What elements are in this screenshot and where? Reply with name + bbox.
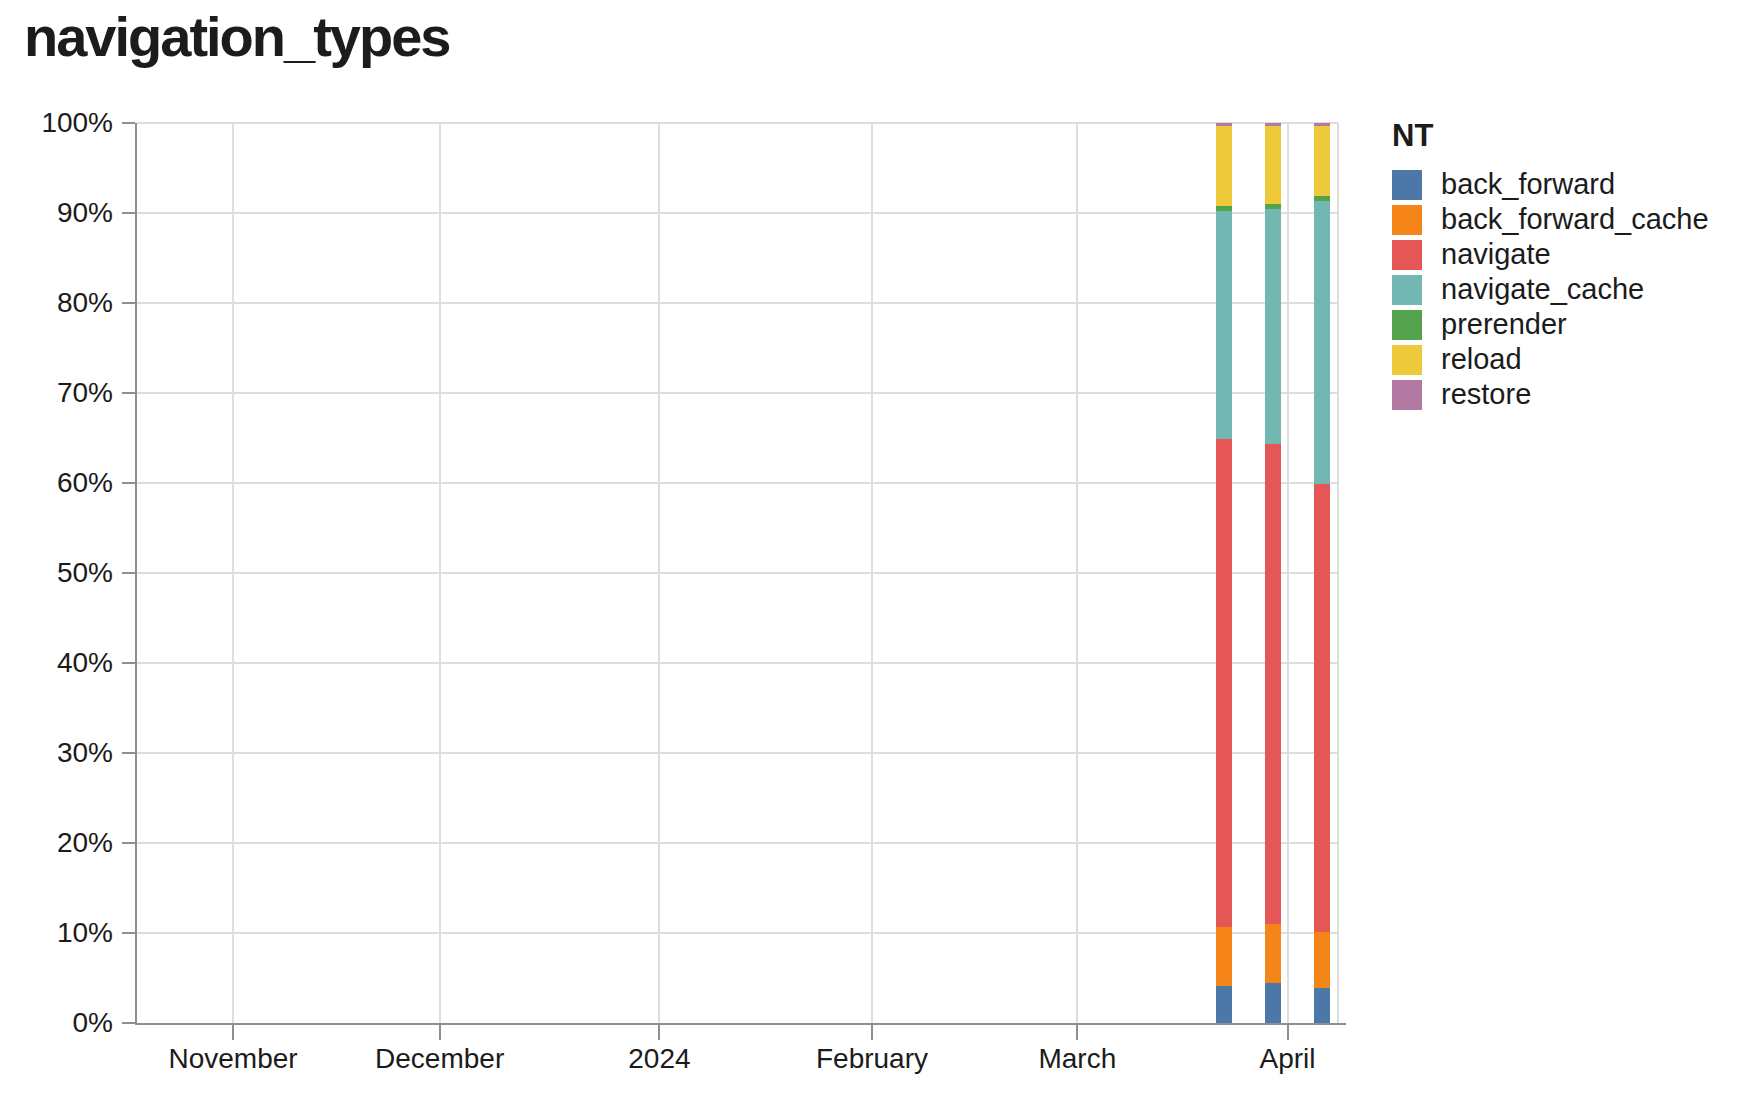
legend-items: back_forward back_forward_cache navigate na… (1392, 170, 1709, 410)
bar-segment-navigate (1314, 484, 1330, 932)
restore-swatch (1392, 380, 1422, 410)
y-tick (122, 122, 135, 124)
bar-segment-navigate_cache (1216, 211, 1232, 439)
y-gridline (137, 932, 1338, 934)
y-tick-label: 40% (0, 649, 113, 677)
y-tick (122, 932, 135, 934)
bar-segment-back_forward_cache (1314, 932, 1330, 988)
x-tick (1076, 1025, 1078, 1040)
y-axis-line (135, 123, 137, 1025)
legend-item-label: navigate_cache (1441, 275, 1644, 304)
legend-item-label: navigate (1441, 240, 1551, 269)
bar-segment-reload (1216, 126, 1232, 206)
legend-item: back_forward_cache (1392, 205, 1709, 235)
y-tick-label: 70% (0, 379, 113, 407)
legend-item: reload (1392, 345, 1709, 375)
chart-canvas: navigation_types 100%90%80%70%60%50%40%3… (0, 0, 1738, 1108)
y-tick-label: 0% (0, 1009, 113, 1037)
bar-segment-back_forward_cache (1265, 924, 1281, 983)
x-tick-label: November (168, 1045, 297, 1073)
y-gridline (137, 482, 1338, 484)
x-tick-label: December (375, 1045, 504, 1073)
y-tick (122, 302, 135, 304)
y-tick (122, 482, 135, 484)
navigate_cache-swatch (1392, 275, 1422, 305)
y-gridline (137, 752, 1338, 754)
x-tick (232, 1025, 234, 1040)
y-tick-label: 10% (0, 919, 113, 947)
x-tick-label: 2024 (628, 1045, 690, 1073)
legend-item-label: back_forward (1441, 170, 1615, 199)
prerender-swatch (1392, 310, 1422, 340)
x-gridline (658, 123, 660, 1023)
y-gridline (137, 212, 1338, 214)
legend-item-label: back_forward_cache (1441, 205, 1709, 234)
bar-segment-navigate (1265, 444, 1281, 924)
stacked-bar (1265, 123, 1281, 1023)
x-axis-line (135, 1023, 1346, 1025)
y-tick (122, 1022, 135, 1024)
x-gridline (1287, 123, 1289, 1023)
back_forward-swatch (1392, 170, 1422, 200)
back_forward_cache-swatch (1392, 205, 1422, 235)
legend-item: back_forward (1392, 170, 1709, 200)
x-tick (439, 1025, 441, 1040)
x-tick (1287, 1025, 1289, 1040)
y-tick-label: 30% (0, 739, 113, 767)
bar-segment-back_forward_cache (1216, 927, 1232, 986)
y-gridline (137, 842, 1338, 844)
y-gridline (137, 662, 1338, 664)
legend-item: restore (1392, 380, 1709, 410)
bar-segment-reload (1314, 126, 1330, 196)
x-tick-label: February (816, 1045, 928, 1073)
x-gridline (439, 123, 441, 1023)
legend-item: prerender (1392, 310, 1709, 340)
y-tick (122, 212, 135, 214)
y-tick-label: 20% (0, 829, 113, 857)
y-tick-label: 100% (0, 109, 113, 137)
bar-segment-reload (1265, 126, 1281, 204)
y-tick (122, 662, 135, 664)
y-tick (122, 752, 135, 754)
x-tick (871, 1025, 873, 1040)
y-gridline (137, 392, 1338, 394)
y-gridline (137, 572, 1338, 574)
x-gridline (232, 123, 234, 1023)
legend: NT back_forward back_forward_cachenavigat… (1392, 118, 1709, 415)
y-tick (122, 842, 135, 844)
bar-segment-back_forward (1265, 983, 1281, 1023)
legend-item-label: reload (1441, 345, 1522, 374)
stacked-bar (1216, 123, 1232, 1023)
y-tick-label: 90% (0, 199, 113, 227)
plot-right-gridline (1337, 123, 1339, 1023)
legend-item-label: restore (1441, 380, 1531, 409)
legend-title: NT (1392, 118, 1709, 154)
legend-item: navigate_cache (1392, 275, 1709, 305)
y-tick-label: 80% (0, 289, 113, 317)
reload-swatch (1392, 345, 1422, 375)
bar-segment-back_forward (1216, 986, 1232, 1023)
x-tick (658, 1025, 660, 1040)
bar-segment-navigate (1216, 439, 1232, 927)
legend-item: navigate (1392, 240, 1709, 270)
navigate-swatch (1392, 240, 1422, 270)
x-tick-label: April (1260, 1045, 1316, 1073)
x-gridline (871, 123, 873, 1023)
y-tick-label: 60% (0, 469, 113, 497)
y-tick (122, 572, 135, 574)
plot-area: 100%90%80%70%60%50%40%30%20%10%0%Novembe… (137, 123, 1338, 1023)
bar-segment-back_forward (1314, 988, 1330, 1023)
stacked-bar (1314, 123, 1330, 1023)
y-tick (122, 392, 135, 394)
x-gridline (1076, 123, 1078, 1023)
chart-title: navigation_types (24, 4, 449, 69)
y-gridline (137, 302, 1338, 304)
y-tick-label: 50% (0, 559, 113, 587)
legend-item-label: prerender (1441, 310, 1567, 339)
x-tick-label: March (1038, 1045, 1116, 1073)
bar-segment-navigate_cache (1265, 209, 1281, 445)
y-gridline (137, 122, 1338, 124)
bar-segment-navigate_cache (1314, 201, 1330, 484)
